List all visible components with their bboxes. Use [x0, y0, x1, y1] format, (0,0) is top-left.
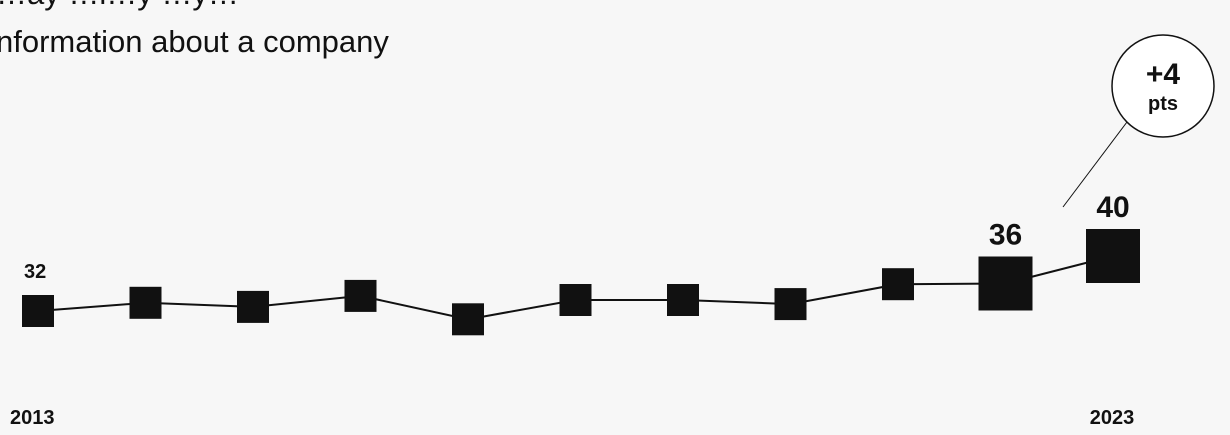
markers-group [22, 229, 1140, 336]
labels-group: 32 36 40 2013 2023 [10, 191, 1134, 429]
data-point-marker [559, 284, 592, 316]
data-point-marker [452, 303, 484, 336]
data-label: 36 [989, 219, 1022, 252]
x-tick-label-first: 2013 [10, 407, 55, 429]
badge-unit: pts [1148, 93, 1178, 115]
data-point-marker [129, 286, 162, 319]
badge-value: +4 [1146, 58, 1181, 91]
data-point-marker [882, 268, 914, 301]
data-label: 40 [1096, 191, 1129, 224]
data-point-marker [1086, 229, 1140, 283]
badge-circle [1111, 34, 1215, 138]
data-point-marker [667, 284, 699, 316]
chart-title-line-1: …ay …l…y …y… [0, 0, 239, 12]
data-label: 32 [24, 261, 46, 283]
badge-leader-line [1062, 121, 1128, 208]
data-point-marker [774, 288, 807, 321]
chart-title-line-2: nformation about a company [0, 24, 389, 59]
data-point-marker [22, 295, 54, 327]
x-tick-label-last: 2023 [1090, 407, 1135, 429]
data-point-marker [344, 279, 377, 312]
data-point-marker [978, 256, 1033, 311]
data-point-marker [237, 290, 269, 323]
